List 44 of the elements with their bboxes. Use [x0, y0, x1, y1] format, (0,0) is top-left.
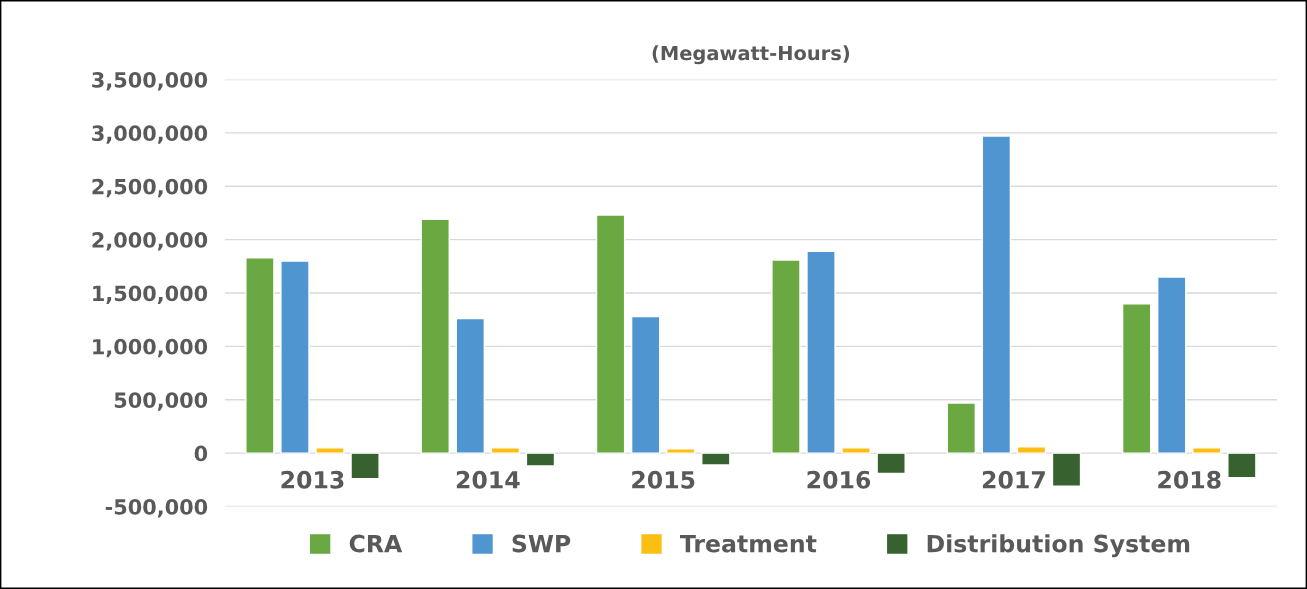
chart-title: (Megawatt-Hours)	[652, 45, 850, 65]
y-tick-label: 1,000,000	[93, 338, 208, 358]
y-tick-label: -500,000	[105, 498, 208, 518]
y-tick-label: 0	[194, 445, 208, 462]
bar	[420, 218, 450, 454]
bar	[490, 447, 521, 454]
bar	[455, 317, 486, 454]
x-tick-label: 2018	[1158, 470, 1221, 489]
legend-label: CRA	[349, 534, 403, 553]
bar	[701, 452, 731, 466]
y-tick-label: 3,500,000	[92, 71, 208, 91]
bar	[946, 402, 977, 454]
bar	[981, 135, 1012, 454]
x-tick-label: 2015	[632, 470, 695, 489]
x-tick-label: 2016	[807, 470, 871, 489]
bar	[1121, 303, 1152, 454]
legend-label: Distribution System	[927, 534, 1190, 558]
bar	[1157, 276, 1187, 454]
bar	[1192, 447, 1222, 454]
bar	[806, 250, 836, 454]
bar	[1227, 452, 1257, 479]
y-tick-label: 2,000,000	[92, 232, 208, 251]
legend-label: Treatment	[679, 534, 817, 553]
bar	[630, 315, 661, 454]
bar	[350, 452, 380, 480]
legend-label: SWP	[512, 534, 571, 553]
y-tick-label: 3,000,000	[92, 125, 208, 144]
bar	[315, 447, 345, 454]
bar	[876, 452, 906, 475]
bar	[280, 260, 310, 454]
bar	[525, 452, 556, 467]
y-tick-label: 1,500,000	[93, 285, 208, 304]
bar	[1051, 452, 1082, 487]
bar	[1016, 446, 1047, 454]
y-tick-label: 2,500,000	[92, 178, 208, 198]
bar	[245, 257, 275, 454]
x-tick-label: 2013	[281, 470, 344, 489]
bar	[771, 259, 801, 454]
bar	[666, 448, 696, 454]
y-tick-label: 500,000	[114, 392, 208, 411]
x-tick-label: 2014	[456, 470, 520, 489]
bar	[841, 447, 871, 454]
x-tick-label: 2017	[982, 470, 1045, 489]
bar	[595, 214, 626, 454]
